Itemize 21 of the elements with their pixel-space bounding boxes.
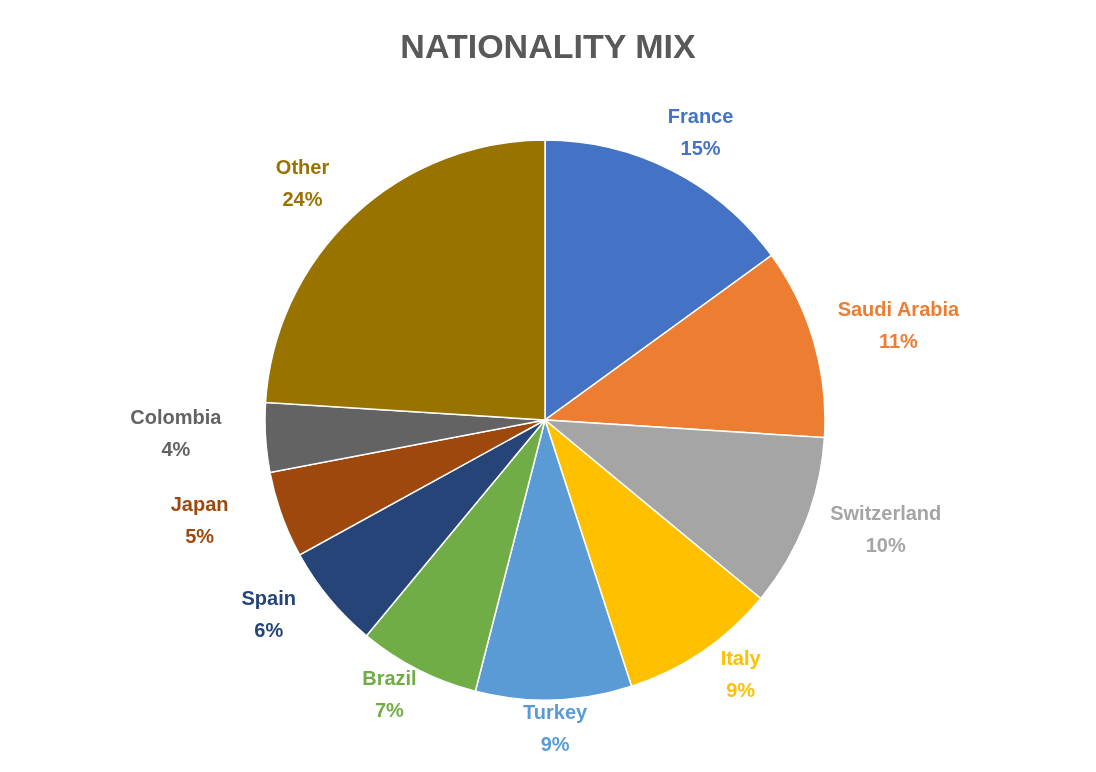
slice-label: Italy	[720, 646, 762, 669]
chart-title: NATIONALITY MIX	[400, 27, 696, 65]
slice-label: Spain	[241, 586, 296, 609]
data-label: 5%	[185, 524, 215, 547]
data-label: 9%	[726, 678, 756, 701]
slice-label: Saudi Arabia	[837, 298, 961, 321]
data-label: 7%	[374, 698, 405, 721]
data-label: 4%	[161, 437, 191, 460]
slice-label: Other	[275, 156, 330, 179]
slice-label: France	[667, 105, 734, 128]
data-label: 6%	[254, 618, 284, 641]
data-label: 9%	[540, 732, 570, 755]
data-label: 10%	[865, 533, 906, 556]
slice-label: Colombia	[130, 405, 223, 428]
data-label: 24%	[282, 188, 323, 211]
data-label: 11%	[878, 330, 919, 353]
slice-label: Brazil	[362, 666, 417, 689]
data-label: 15%	[680, 137, 721, 160]
slice-label: Turkey	[523, 700, 589, 723]
slice-label: Japan	[170, 492, 229, 515]
slice-label: Switzerland	[830, 501, 942, 524]
